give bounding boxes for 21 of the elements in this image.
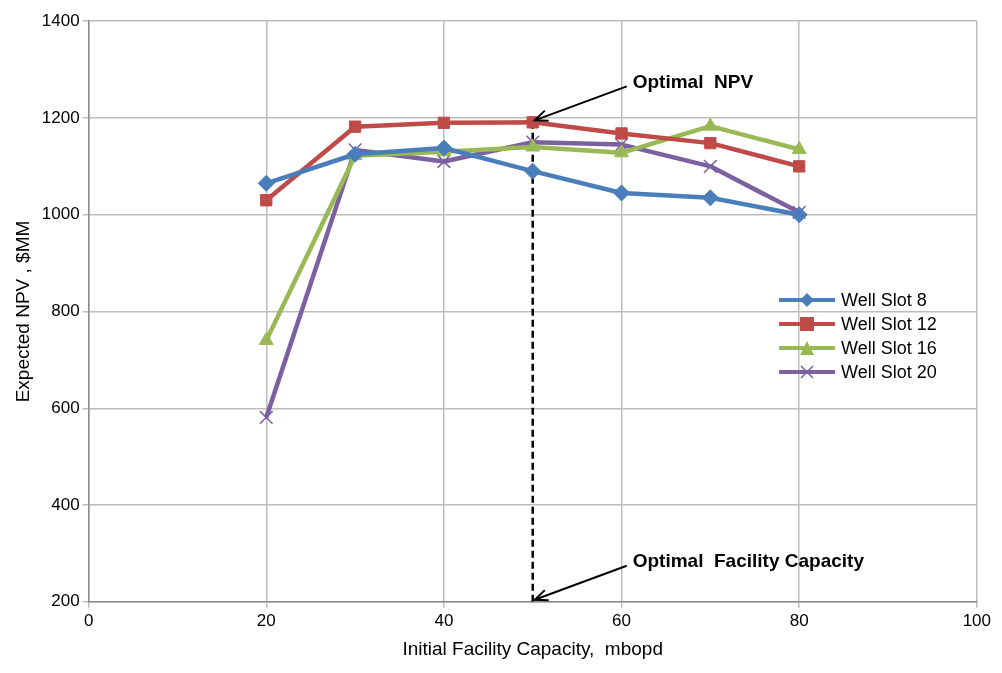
y-tick-label: 200 — [51, 591, 80, 611]
x-tick-label: 100 — [962, 610, 992, 630]
x-tick-label: 40 — [434, 610, 454, 630]
x-tick-label: 0 — [83, 610, 94, 630]
y-tick-label: 800 — [51, 301, 80, 321]
legend-label: Well Slot 16 — [841, 337, 937, 361]
legend-label: Well Slot 8 — [841, 289, 927, 313]
legend-label: Well Slot 12 — [841, 313, 937, 337]
x-tick-label: 60 — [612, 610, 631, 630]
legend-label: Well Slot 20 — [841, 361, 937, 385]
y-tick-label: 1400 — [41, 10, 80, 30]
y-tick-label: 400 — [51, 494, 80, 514]
annotation: Optimal NPV — [632, 70, 754, 92]
annotation: Optimal Facility Capacity — [632, 550, 865, 572]
y-tick-label: 1000 — [41, 204, 80, 224]
x-axis-title: Initial Facility Capacity, mbopd — [402, 637, 663, 659]
x-tick-label: 20 — [256, 610, 276, 630]
y-axis-title: Expected NPV , $MM — [11, 220, 33, 403]
y-tick-label: 600 — [51, 397, 80, 417]
x-tick-label: 80 — [789, 610, 809, 630]
y-tick-label: 1200 — [41, 107, 80, 127]
